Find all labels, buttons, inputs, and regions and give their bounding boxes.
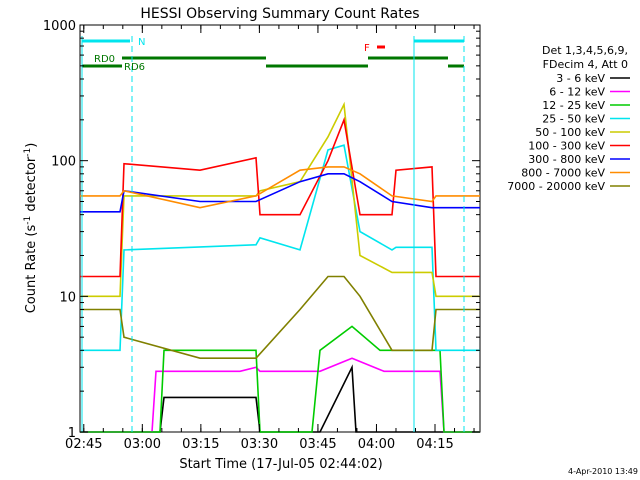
x-axis-label: Start Time (17-Jul-05 02:44:02) xyxy=(179,457,382,472)
series-line-3 xyxy=(80,144,480,352)
x-tick-label-6: 04:15 xyxy=(416,437,453,452)
footer-timestamp: 4-Apr-2010 13:49 xyxy=(568,467,638,476)
series-line-6 xyxy=(80,173,480,213)
y-tick-label-3: 1000 xyxy=(43,19,76,34)
series-line-2 xyxy=(80,325,480,433)
annotation-n: N xyxy=(138,37,145,48)
legend-label-6: 300 - 800 keV xyxy=(528,153,605,166)
x-tick-label-4: 03:45 xyxy=(299,437,336,452)
x-tick-label-5: 04:00 xyxy=(358,437,395,452)
legend-header-2: FDecim 4, Att 0 xyxy=(543,58,628,71)
legend: Det 1,3,4,5,6,9, FDecim 4, Att 0 3 - 6 k… xyxy=(507,44,630,193)
x-tick-label-2: 03:15 xyxy=(182,437,219,452)
annotation-f: F xyxy=(364,43,370,54)
x-ticks: 02:45 03:00 03:15 03:30 03:45 04:00 04:15 xyxy=(65,25,475,452)
series-line-8 xyxy=(80,275,480,360)
y-tick-label-0: 1 xyxy=(68,426,76,441)
legend-label-2: 12 - 25 keV xyxy=(542,99,605,112)
legend-label-0: 3 - 6 keV xyxy=(556,72,605,85)
y-ticks: 1 10 100 1000 xyxy=(43,19,480,441)
legend-label-1: 6 - 12 keV xyxy=(549,86,605,99)
y-tick-label-1: 10 xyxy=(59,290,76,305)
series-line-5 xyxy=(80,116,480,278)
overlay-layer: N RD0 RD6 F xyxy=(81,36,465,432)
series-line-1 xyxy=(80,357,480,433)
series-layer xyxy=(80,101,480,433)
y-tick-label-2: 100 xyxy=(51,155,76,170)
y-axis-label: Count Rate (s-1 detector-1) xyxy=(23,143,39,314)
legend-header-1: Det 1,3,4,5,6,9, xyxy=(542,44,628,57)
series-line-7 xyxy=(80,166,480,209)
legend-label-5: 100 - 300 keV xyxy=(528,140,605,153)
legend-label-8: 7000 - 20000 keV xyxy=(507,180,605,193)
legend-label-4: 50 - 100 keV xyxy=(535,126,605,139)
x-tick-label-1: 03:00 xyxy=(124,437,161,452)
chart-title: HESSI Observing Summary Count Rates xyxy=(140,6,419,22)
x-tick-label-3: 03:30 xyxy=(241,437,278,452)
series-line-0 xyxy=(80,364,480,433)
annotation-rd6: RD6 xyxy=(124,62,145,73)
legend-label-3: 25 - 50 keV xyxy=(542,113,605,126)
x-tick-label-0: 02:45 xyxy=(65,437,102,452)
annotation-rd0: RD0 xyxy=(94,54,115,65)
legend-label-7: 800 - 7000 keV xyxy=(521,167,605,180)
plot-area: N RD0 RD6 F xyxy=(79,24,481,433)
